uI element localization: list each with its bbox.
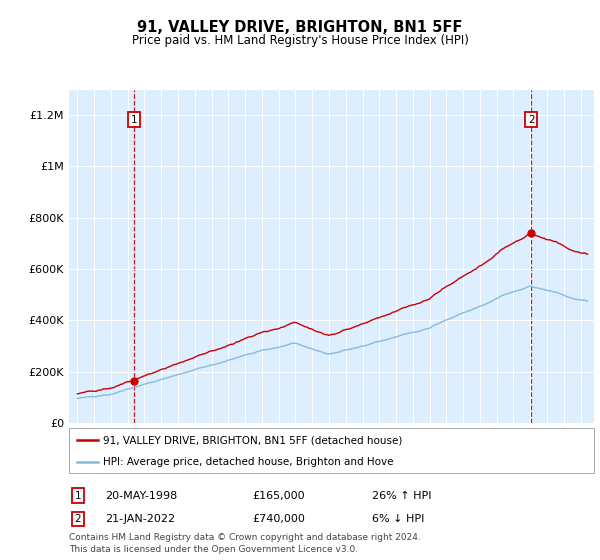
Text: £165,000: £165,000 xyxy=(252,491,305,501)
Text: 91, VALLEY DRIVE, BRIGHTON, BN1 5FF: 91, VALLEY DRIVE, BRIGHTON, BN1 5FF xyxy=(137,20,463,35)
Text: 26% ↑ HPI: 26% ↑ HPI xyxy=(372,491,431,501)
Text: 2: 2 xyxy=(74,514,82,524)
Text: 2: 2 xyxy=(528,115,535,124)
Text: 1: 1 xyxy=(74,491,82,501)
Text: £740,000: £740,000 xyxy=(252,514,305,524)
Text: Price paid vs. HM Land Registry's House Price Index (HPI): Price paid vs. HM Land Registry's House … xyxy=(131,34,469,46)
Text: Contains HM Land Registry data © Crown copyright and database right 2024.: Contains HM Land Registry data © Crown c… xyxy=(69,533,421,542)
Text: This data is licensed under the Open Government Licence v3.0.: This data is licensed under the Open Gov… xyxy=(69,545,358,554)
Text: 21-JAN-2022: 21-JAN-2022 xyxy=(105,514,175,524)
Text: 6% ↓ HPI: 6% ↓ HPI xyxy=(372,514,424,524)
Text: HPI: Average price, detached house, Brighton and Hove: HPI: Average price, detached house, Brig… xyxy=(103,457,394,467)
Text: 1: 1 xyxy=(131,115,137,124)
Text: 20-MAY-1998: 20-MAY-1998 xyxy=(105,491,177,501)
Text: 91, VALLEY DRIVE, BRIGHTON, BN1 5FF (detached house): 91, VALLEY DRIVE, BRIGHTON, BN1 5FF (det… xyxy=(103,436,403,446)
